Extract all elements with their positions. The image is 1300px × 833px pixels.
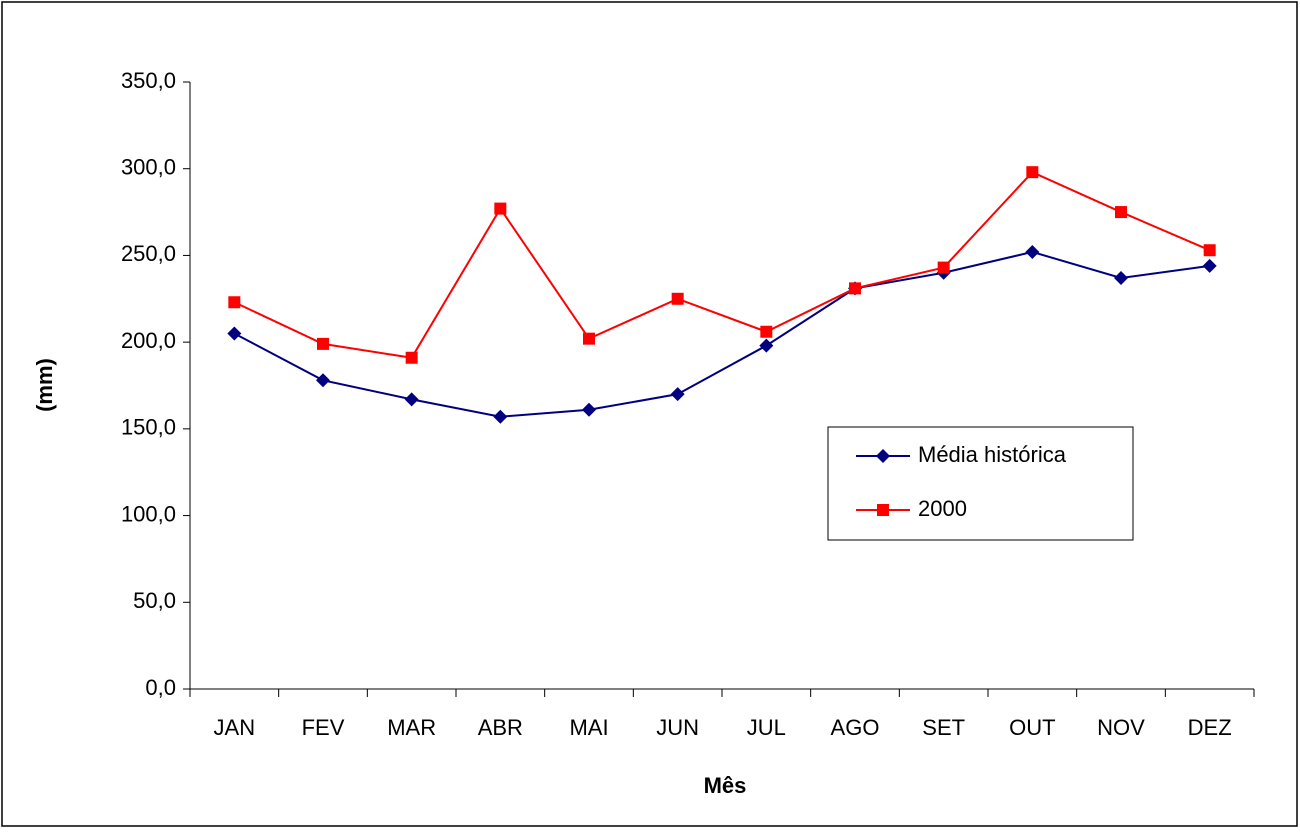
marker — [493, 409, 508, 424]
marker — [671, 292, 684, 305]
marker — [759, 338, 774, 353]
marker — [494, 202, 507, 215]
y-tick-label: 50,0 — [133, 588, 176, 613]
series-line — [233, 170, 1211, 359]
x-tick-label: DEZ — [1188, 715, 1232, 740]
x-tick-label: FEV — [302, 715, 345, 740]
y-tick-label: 200,0 — [121, 328, 176, 353]
marker — [1026, 166, 1039, 179]
legend-label: Média histórica — [918, 442, 1067, 467]
series-line — [233, 250, 1210, 418]
marker — [583, 332, 595, 345]
marker — [582, 402, 596, 417]
x-axis-title: Mês — [704, 773, 747, 798]
y-tick-label: 0,0 — [145, 675, 176, 700]
marker — [1025, 244, 1040, 259]
x-tick-label: NOV — [1097, 715, 1145, 740]
marker — [1114, 270, 1128, 285]
x-tick-label: MAI — [569, 715, 608, 740]
marker — [405, 351, 418, 364]
y-tick-label: 250,0 — [121, 241, 176, 266]
x-tick-label: OUT — [1009, 715, 1055, 740]
y-tick-label: 300,0 — [121, 155, 176, 180]
marker — [228, 296, 241, 309]
y-tick-label: 100,0 — [121, 501, 176, 526]
x-tick-label: ABR — [478, 715, 523, 740]
marker — [877, 504, 889, 516]
marker — [317, 337, 329, 350]
marker — [1115, 206, 1127, 219]
legend — [827, 426, 1134, 541]
marker — [227, 326, 242, 341]
marker — [876, 449, 890, 463]
y-tick-label: 150,0 — [121, 415, 176, 440]
marker — [316, 373, 330, 388]
x-tick-label: JUL — [747, 715, 786, 740]
y-tick-label: 350,0 — [121, 68, 176, 93]
marker — [1202, 258, 1217, 273]
marker — [404, 392, 419, 407]
x-tick-label: AGO — [831, 715, 880, 740]
marker — [670, 387, 685, 402]
marker — [1203, 244, 1216, 257]
legend-label: 2000 — [918, 496, 967, 521]
y-axis-title: (mm) — [32, 358, 57, 412]
x-tick-label: JAN — [214, 715, 256, 740]
marker — [937, 261, 950, 274]
x-tick-label: SET — [922, 715, 965, 740]
marker — [760, 325, 773, 338]
x-tick-label: JUN — [656, 715, 699, 740]
x-tick-label: MAR — [387, 715, 436, 740]
marker — [849, 282, 861, 295]
